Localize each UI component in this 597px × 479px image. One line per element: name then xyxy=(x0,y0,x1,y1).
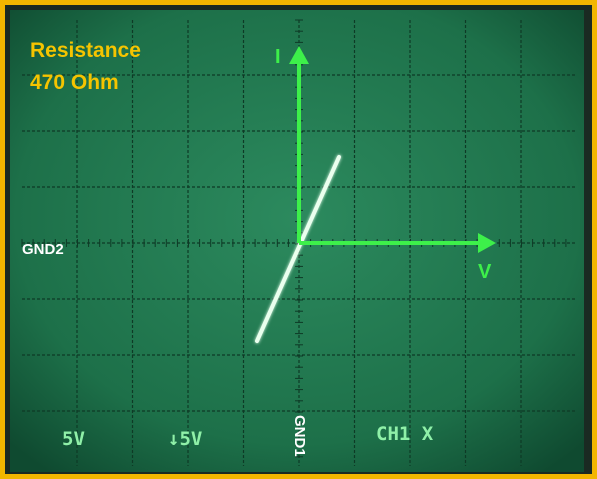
readout: 5V ↓5V CH1 X xyxy=(62,423,434,450)
annotation-title: Resistance xyxy=(30,39,141,62)
readout-item: ↓5V xyxy=(168,428,202,450)
gnd1-marker: GND1 xyxy=(291,415,308,457)
annotation-value: 470 Ohm xyxy=(30,71,119,94)
x-axis-label: V xyxy=(478,261,492,283)
y-arrowhead xyxy=(289,46,309,64)
trace xyxy=(255,155,341,343)
y-axis-label: I xyxy=(275,46,281,68)
gnd2-marker: GND2 xyxy=(22,241,64,258)
x-arrowhead xyxy=(478,233,496,253)
axes xyxy=(297,62,482,245)
readout-item: 5V xyxy=(62,428,85,450)
readout-item: CH1 X xyxy=(376,423,434,445)
